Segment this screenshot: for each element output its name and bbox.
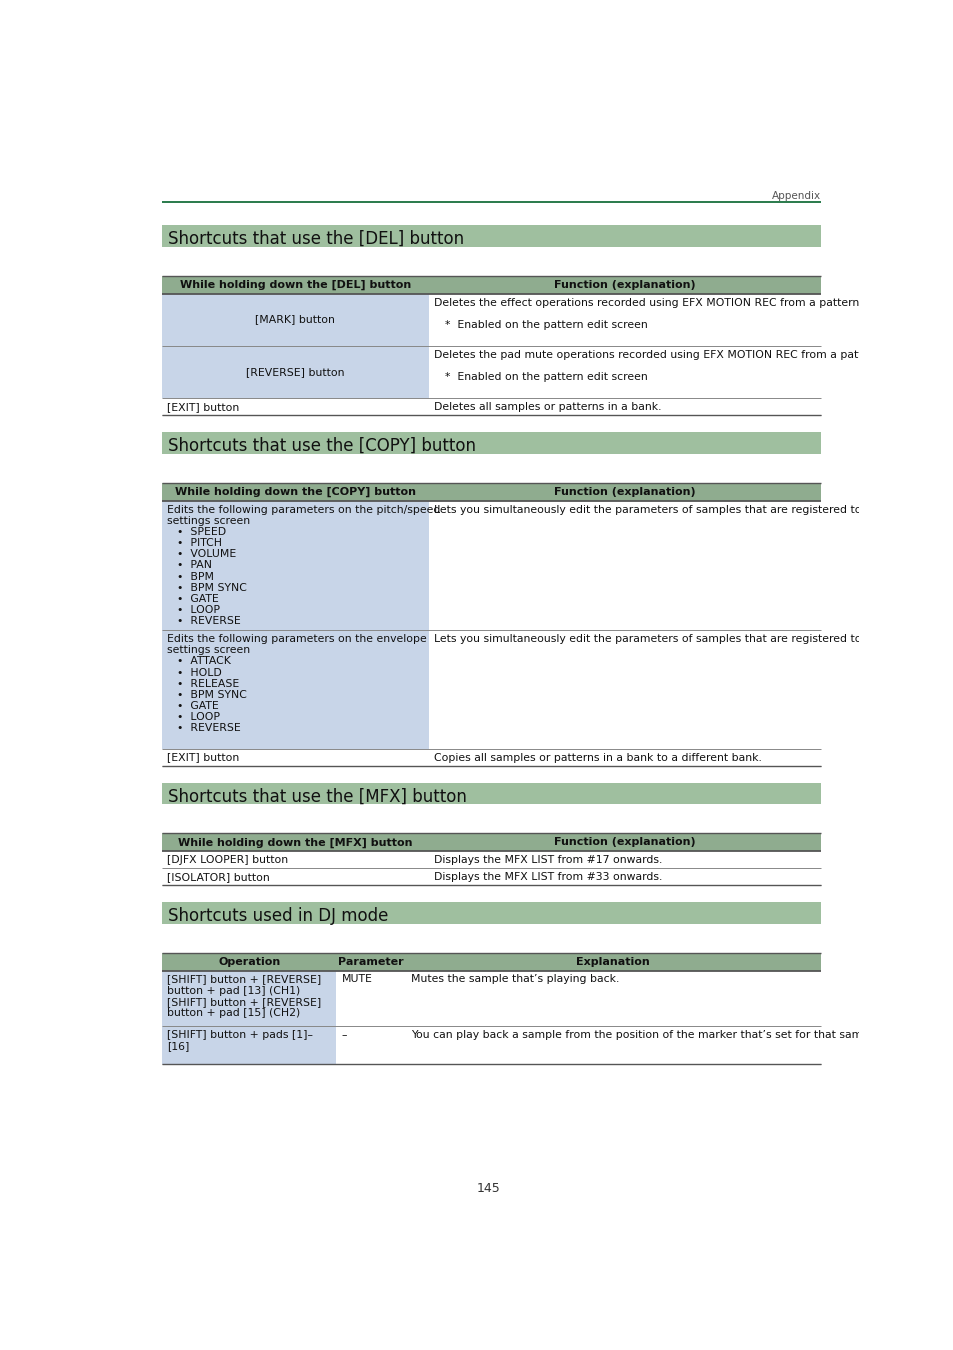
Text: •  RELEASE: • RELEASE <box>176 679 238 688</box>
Text: [REVERSE] button: [REVERSE] button <box>246 367 344 377</box>
Bar <box>405 971 820 1026</box>
Text: settings screen: settings screen <box>167 645 250 655</box>
Text: 145: 145 <box>476 1183 500 1195</box>
Text: Shortcuts that use the [COPY] button: Shortcuts that use the [COPY] button <box>168 437 476 455</box>
Text: MUTE: MUTE <box>341 975 373 984</box>
Bar <box>162 398 428 416</box>
Bar <box>162 850 428 868</box>
Text: Edits the following parameters on the envelope: Edits the following parameters on the en… <box>167 634 427 644</box>
Bar <box>162 971 336 1026</box>
Bar <box>162 953 820 971</box>
Bar <box>336 1026 405 1064</box>
Bar <box>428 501 820 630</box>
Text: *  Enabled on the pattern edit screen: * Enabled on the pattern edit screen <box>444 373 647 382</box>
Bar <box>428 749 820 765</box>
Text: •  GATE: • GATE <box>176 701 218 711</box>
Text: Displays the MFX LIST from #17 onwards.: Displays the MFX LIST from #17 onwards. <box>434 855 661 865</box>
Text: •  PITCH: • PITCH <box>176 539 221 548</box>
Text: [MARK] button: [MARK] button <box>255 315 335 324</box>
Text: Lets you simultaneously edit the parameters of samples that are registered to th: Lets you simultaneously edit the paramet… <box>434 634 953 644</box>
Text: •  PAN: • PAN <box>176 560 212 571</box>
Text: •  HOLD: • HOLD <box>176 667 221 678</box>
Bar <box>162 346 428 398</box>
Text: Mutes the sample that’s playing back.: Mutes the sample that’s playing back. <box>411 975 618 984</box>
Text: Function (explanation): Function (explanation) <box>554 487 695 497</box>
Text: While holding down the [DEL] button: While holding down the [DEL] button <box>179 279 411 290</box>
Text: Function (explanation): Function (explanation) <box>554 837 695 848</box>
Bar <box>428 398 820 416</box>
Bar <box>336 971 405 1026</box>
Bar <box>162 201 820 202</box>
Bar <box>162 783 820 805</box>
Text: •  REVERSE: • REVERSE <box>176 724 240 733</box>
Bar <box>162 868 428 886</box>
Text: •  ATTACK: • ATTACK <box>176 656 231 667</box>
Bar <box>428 630 820 749</box>
Text: button + pad [15] (CH2): button + pad [15] (CH2) <box>167 1008 300 1018</box>
Text: Function (explanation): Function (explanation) <box>554 279 695 290</box>
Text: [SHIFT] button + pads [1]–: [SHIFT] button + pads [1]– <box>167 1030 313 1040</box>
Text: •  VOLUME: • VOLUME <box>176 549 235 559</box>
Bar <box>162 1026 336 1064</box>
Bar <box>162 294 428 346</box>
Text: Operation: Operation <box>218 957 280 967</box>
Text: •  BPM SYNC: • BPM SYNC <box>176 690 246 699</box>
Text: Appendix: Appendix <box>771 192 820 201</box>
Bar <box>428 294 820 346</box>
Text: [SHIFT] button + [REVERSE]: [SHIFT] button + [REVERSE] <box>167 996 321 1007</box>
Bar <box>162 501 428 630</box>
Text: [16]: [16] <box>167 1041 190 1050</box>
Text: •  BPM SYNC: • BPM SYNC <box>176 583 246 593</box>
Bar <box>162 833 820 851</box>
Bar <box>162 749 428 765</box>
Text: Deletes the effect operations recorded using EFX MOTION REC from a pattern.: Deletes the effect operations recorded u… <box>434 297 862 308</box>
Text: While holding down the [MFX] button: While holding down the [MFX] button <box>178 837 412 848</box>
Text: [EXIT] button: [EXIT] button <box>167 402 239 412</box>
Text: You can play back a sample from the position of the marker that’s set for that s: You can play back a sample from the posi… <box>411 1030 882 1040</box>
Text: Shortcuts used in DJ mode: Shortcuts used in DJ mode <box>168 907 388 925</box>
Text: Copies all samples or patterns in a bank to a different bank.: Copies all samples or patterns in a bank… <box>434 752 761 763</box>
Text: *  Enabled on the pattern edit screen: * Enabled on the pattern edit screen <box>444 320 647 329</box>
Text: While holding down the [COPY] button: While holding down the [COPY] button <box>174 487 416 497</box>
Bar <box>428 346 820 398</box>
Text: Deletes all samples or patterns in a bank.: Deletes all samples or patterns in a ban… <box>434 402 660 412</box>
Bar <box>162 483 820 501</box>
Text: •  REVERSE: • REVERSE <box>176 617 240 626</box>
Text: •  GATE: • GATE <box>176 594 218 603</box>
Text: Edits the following parameters on the pitch/speed: Edits the following parameters on the pi… <box>167 505 440 514</box>
Text: [SHIFT] button + [REVERSE]: [SHIFT] button + [REVERSE] <box>167 975 321 984</box>
Text: Displays the MFX LIST from #33 onwards.: Displays the MFX LIST from #33 onwards. <box>434 872 661 882</box>
Text: Shortcuts that use the [MFX] button: Shortcuts that use the [MFX] button <box>168 787 466 805</box>
Text: Parameter: Parameter <box>338 957 403 967</box>
Bar <box>162 275 820 294</box>
Text: settings screen: settings screen <box>167 516 250 525</box>
Bar <box>162 630 428 749</box>
Text: •  SPEED: • SPEED <box>176 526 226 537</box>
Text: Lets you simultaneously edit the parameters of samples that are registered to th: Lets you simultaneously edit the paramet… <box>434 505 953 514</box>
Bar <box>162 432 820 454</box>
Bar <box>405 1026 820 1064</box>
Text: Explanation: Explanation <box>576 957 649 967</box>
Text: [DJFX LOOPER] button: [DJFX LOOPER] button <box>167 855 288 865</box>
Bar <box>428 868 820 886</box>
Text: •  LOOP: • LOOP <box>176 605 219 616</box>
Text: [ISOLATOR] button: [ISOLATOR] button <box>167 872 270 882</box>
Text: [EXIT] button: [EXIT] button <box>167 752 239 763</box>
Bar <box>162 902 820 923</box>
Text: Shortcuts that use the [DEL] button: Shortcuts that use the [DEL] button <box>168 230 464 248</box>
Text: •  BPM: • BPM <box>176 571 213 582</box>
Text: –: – <box>341 1030 347 1040</box>
Text: •  LOOP: • LOOP <box>176 713 219 722</box>
Text: Deletes the pad mute operations recorded using EFX MOTION REC from a pattern.: Deletes the pad mute operations recorded… <box>434 350 882 360</box>
Bar <box>428 850 820 868</box>
Text: button + pad [13] (CH1): button + pad [13] (CH1) <box>167 986 300 995</box>
Bar <box>162 225 820 247</box>
